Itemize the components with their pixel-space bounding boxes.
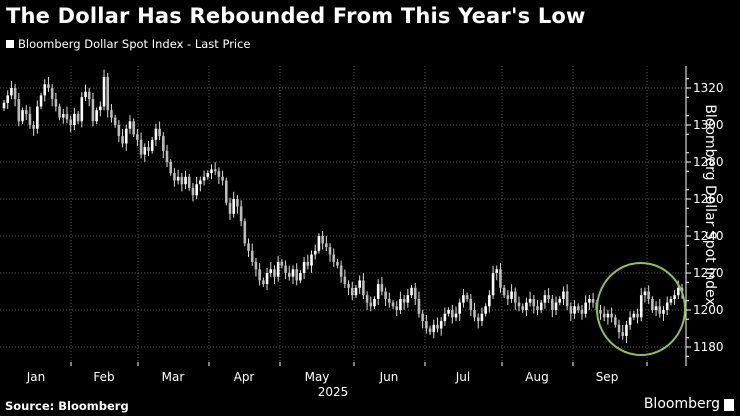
source-note: Source: Bloomberg bbox=[5, 399, 129, 413]
y-tick-label: 1260 bbox=[693, 192, 724, 206]
x-tick-label: Mar bbox=[162, 370, 185, 384]
highlight-circle bbox=[596, 262, 686, 356]
legend-label: Bloomberg Dollar Spot Index - Last Price bbox=[18, 37, 251, 51]
x-tick-label: Feb bbox=[93, 370, 114, 384]
x-tick-label: Apr bbox=[234, 370, 255, 384]
x-axis: Jan Feb Mar Apr May Jun Jul Aug Sep 2025 bbox=[26, 362, 648, 399]
legend-swatch-icon bbox=[6, 40, 14, 48]
x-tick-label: Jun bbox=[379, 370, 399, 384]
y-tick-label: 1300 bbox=[693, 118, 724, 132]
x-tick-label: Aug bbox=[525, 370, 548, 384]
candles bbox=[2, 69, 684, 344]
y-axis: 1180 1200 1220 1240 1260 1280 1300 1320 bbox=[685, 66, 724, 366]
y-tick-label: 1240 bbox=[693, 229, 724, 243]
y-tick-label: 1320 bbox=[693, 81, 724, 95]
x-tick-label: Jan bbox=[26, 370, 46, 384]
x-tick-label: Jul bbox=[455, 370, 470, 384]
x-tick-label: Sep bbox=[596, 370, 619, 384]
legend: Bloomberg Dollar Spot Index - Last Price bbox=[6, 37, 251, 51]
chart-title: The Dollar Has Rebounded From This Year'… bbox=[6, 4, 586, 28]
x-year-label: 2025 bbox=[318, 385, 349, 399]
y-tick-label: 1200 bbox=[693, 303, 724, 317]
bloomberg-brand: Bloomberg bbox=[643, 396, 720, 412]
gridlines bbox=[0, 66, 686, 366]
y-axis-title: Bloomberg Dollar Spot Index bbox=[702, 104, 718, 306]
x-tick-label: May bbox=[305, 370, 330, 384]
y-tick-label: 1220 bbox=[693, 266, 724, 280]
y-tick-label: 1280 bbox=[693, 155, 724, 169]
y-tick-label: 1180 bbox=[693, 340, 724, 354]
bloomberg-logo-icon bbox=[724, 399, 734, 411]
